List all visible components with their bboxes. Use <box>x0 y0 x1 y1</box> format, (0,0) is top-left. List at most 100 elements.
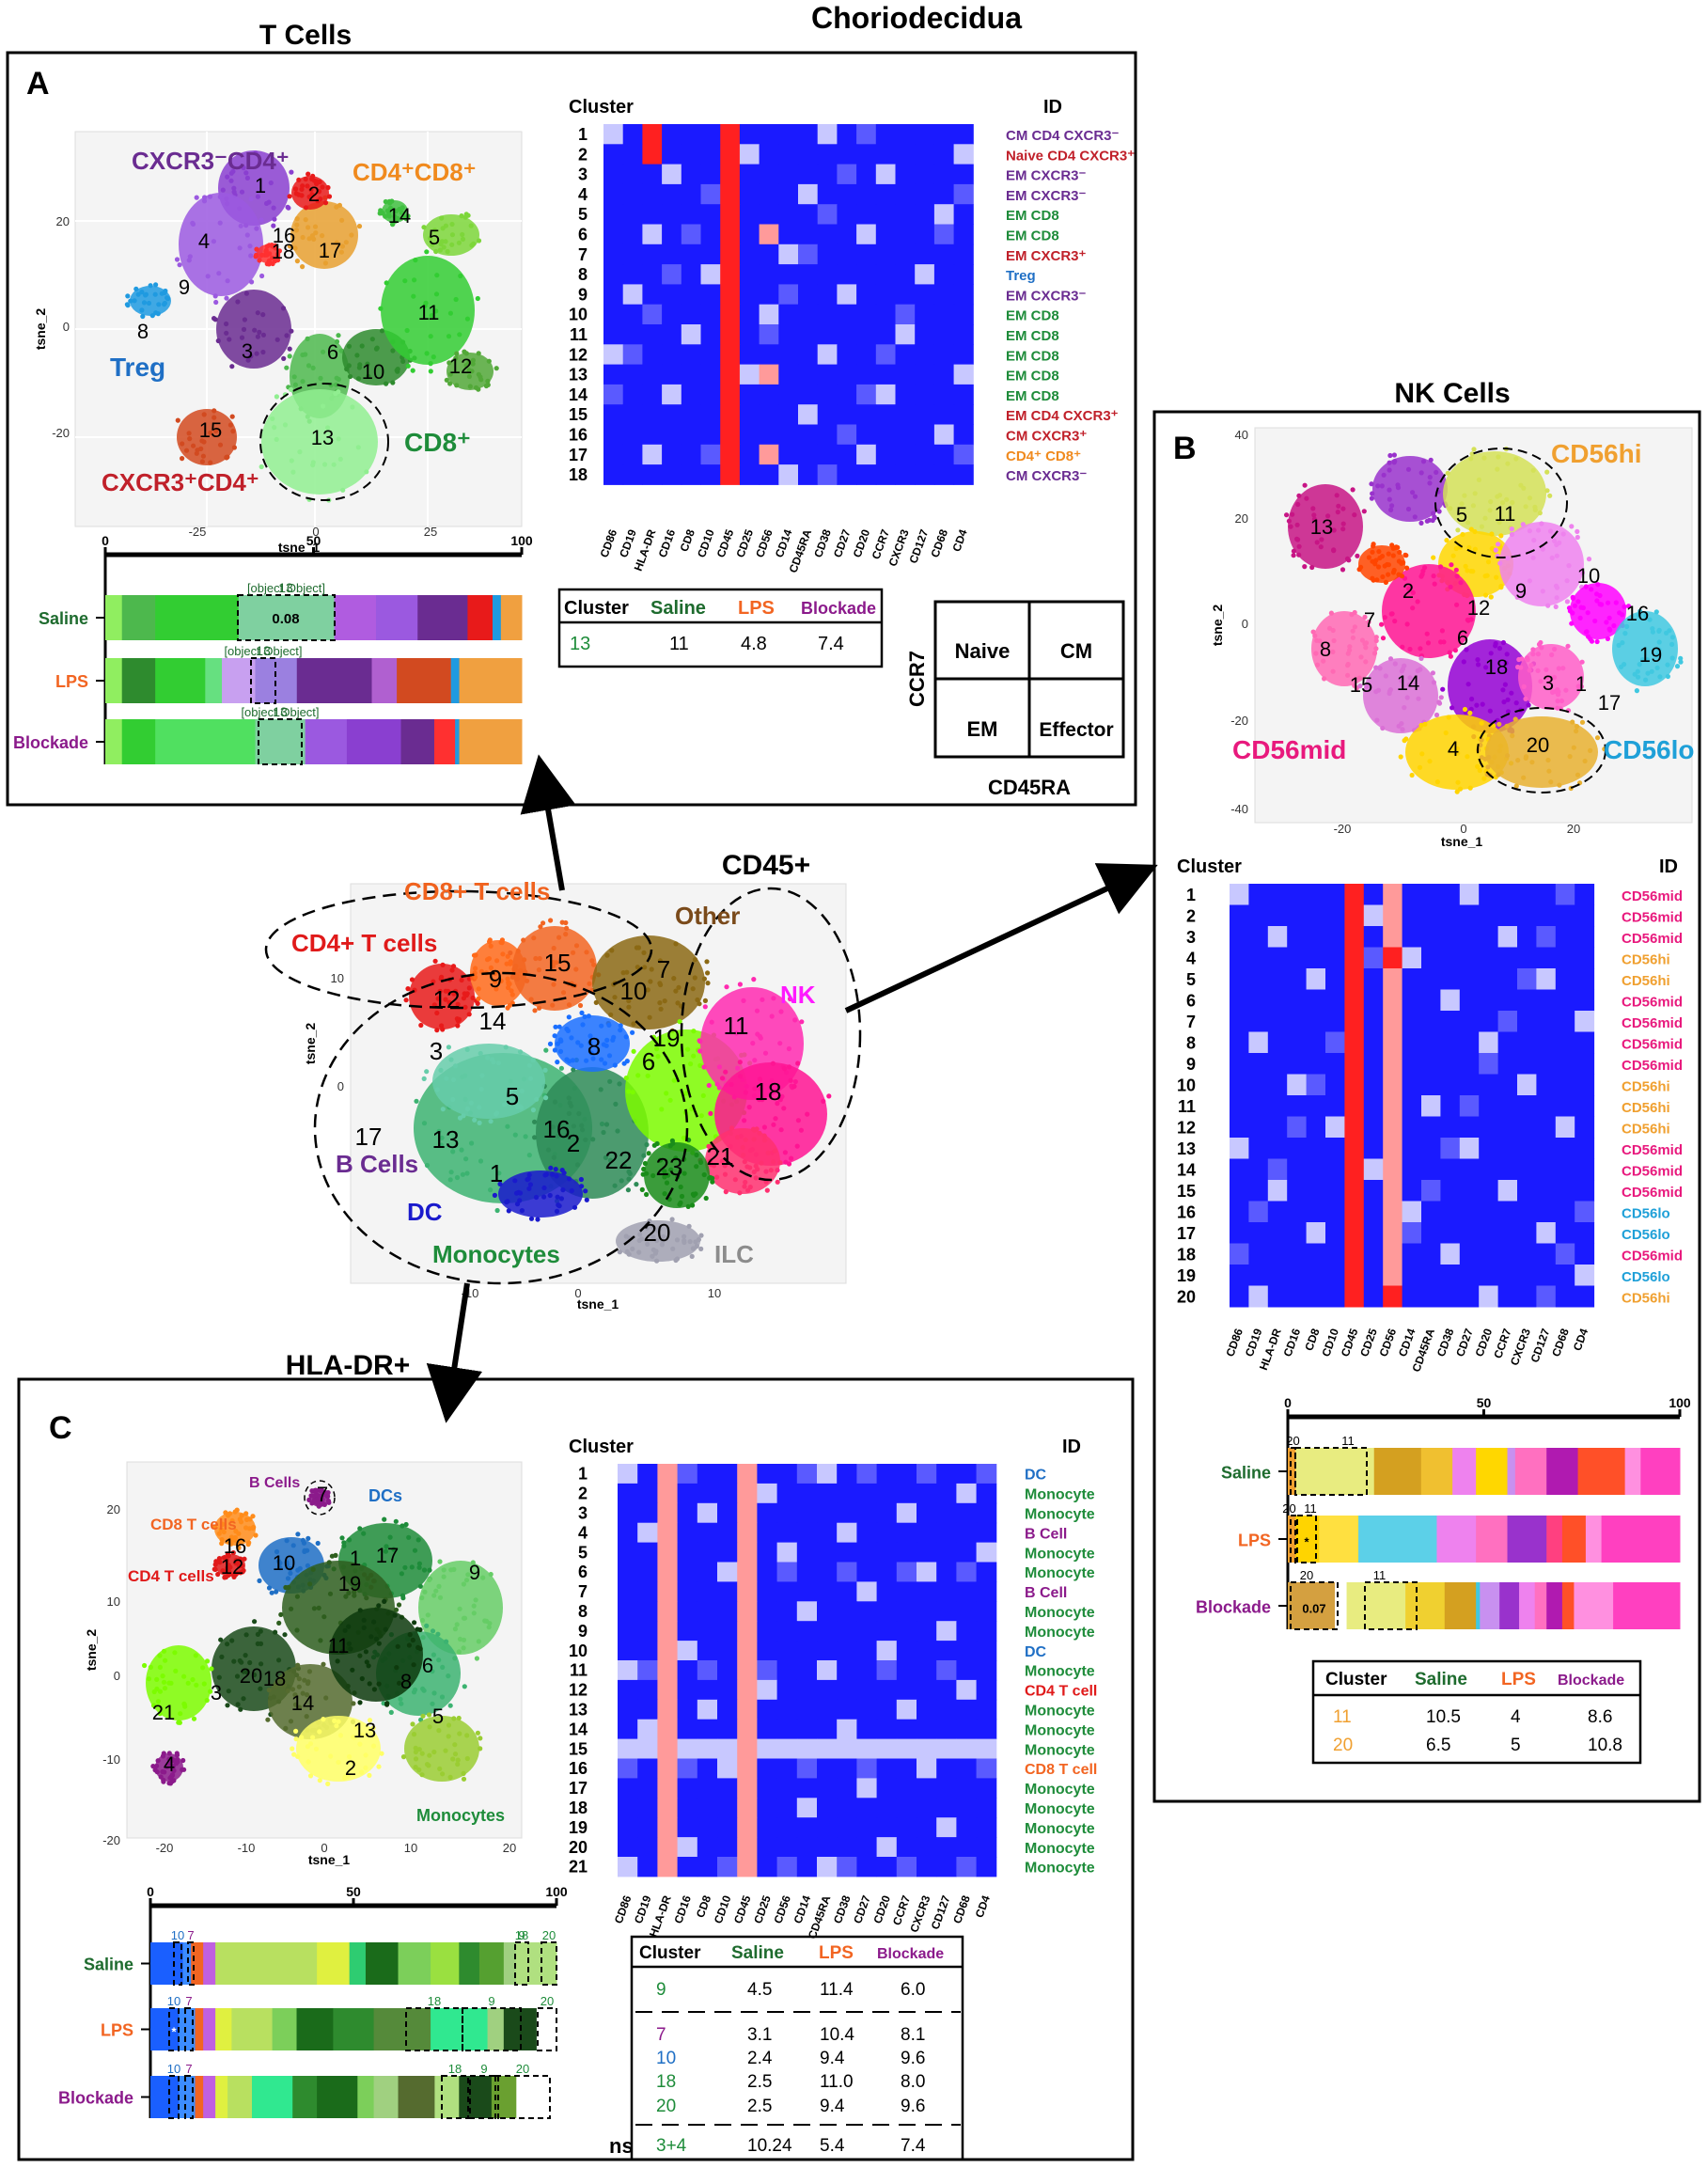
scatter-point <box>334 240 339 245</box>
scatter-point <box>385 208 391 213</box>
scatter-point <box>471 1603 477 1609</box>
heatmap-row-label: 12 <box>569 345 588 364</box>
heatmap-cell <box>757 1464 778 1485</box>
scatter-point <box>492 1192 498 1198</box>
heatmap-row-label: 2 <box>578 145 588 164</box>
heatmap-row-id: CM CXCR3⁺ <box>1006 429 1087 445</box>
heatmap-cell <box>759 164 779 185</box>
bar-segment <box>1507 1448 1516 1495</box>
scatter-point <box>217 220 223 226</box>
cluster-number: 4 <box>164 1752 175 1776</box>
cluster-number: 9 <box>489 965 502 993</box>
scatter-point <box>190 220 196 226</box>
x-tick-label: -10 <box>238 1841 256 1855</box>
scatter-point <box>1592 618 1598 624</box>
scatter-point <box>173 1668 179 1673</box>
bar-highlight-box <box>250 657 276 704</box>
heatmap-cell <box>915 364 935 385</box>
heatmap-row-label: 2 <box>1186 907 1196 926</box>
scatter-point <box>1446 715 1451 720</box>
heatmap-cell <box>1287 1180 1308 1202</box>
scatter-point <box>1559 698 1564 704</box>
cluster-number: 5 <box>432 1705 444 1728</box>
heatmap-cell <box>637 1679 658 1701</box>
scatter-point <box>1345 663 1351 668</box>
heatmap-cell <box>1230 904 1249 927</box>
scatter-point <box>1450 553 1456 558</box>
heatmap-cell <box>817 1601 838 1622</box>
scatter-point <box>1589 638 1595 644</box>
heatmap-cell <box>737 1601 758 1622</box>
bar-row-label: Blockade <box>58 2088 133 2107</box>
scatter-point <box>392 213 398 219</box>
heatmap-row-label: 7 <box>578 245 588 264</box>
scatter-point <box>257 1578 262 1583</box>
bar-segment <box>191 1942 204 1985</box>
heatmap-cell <box>759 304 779 325</box>
scatter-point <box>227 1511 233 1516</box>
heatmap-cell <box>603 424 624 446</box>
scatter-point <box>295 1662 301 1668</box>
scatter-point <box>322 260 328 266</box>
scatter-point <box>552 1047 558 1053</box>
scatter-point <box>1312 633 1318 638</box>
heatmap-cell <box>956 1542 978 1563</box>
heatmap-row-label: 9 <box>578 285 588 304</box>
scatter-point <box>384 1544 389 1549</box>
heatmap-cell <box>956 1719 978 1740</box>
heatmap-cell <box>1267 1285 1288 1308</box>
scatter-point <box>1454 573 1460 579</box>
heatmap-row-id: CD56mid <box>1622 1185 1683 1201</box>
cluster-number: 2 <box>345 1756 356 1780</box>
scatter-point <box>346 1641 352 1646</box>
scatter-point <box>537 1005 542 1011</box>
scatter-point <box>599 1057 604 1062</box>
scatter-point <box>1515 758 1521 763</box>
cluster-number: 5 <box>1456 503 1467 526</box>
bar-segment <box>373 2008 431 2050</box>
scatter-point <box>331 462 337 467</box>
heatmap-cell <box>657 1601 679 1622</box>
scatter-point <box>548 1165 554 1170</box>
panel-a-quadrant: Naive CM EM Effector CCR7 CD45RA <box>905 600 1125 799</box>
scatter-point <box>1540 546 1545 552</box>
heatmap-cell <box>796 1660 818 1681</box>
scatter-point <box>642 965 648 970</box>
scatter-point <box>723 1189 729 1195</box>
heatmap-cell <box>737 1542 758 1563</box>
scatter-point <box>456 240 462 245</box>
heatmap-cell <box>917 1778 937 1799</box>
scatter-point <box>208 460 213 465</box>
heatmap-cell <box>1267 926 1288 948</box>
scatter-point <box>1521 775 1527 780</box>
scatter-point <box>1588 747 1593 754</box>
scatter-point <box>604 1037 610 1043</box>
scatter-point <box>692 975 697 981</box>
scatter-point <box>509 988 514 994</box>
heatmap-cell <box>720 284 741 306</box>
scatter-point <box>1363 659 1369 665</box>
heatmap-column-label: CD68 <box>950 1893 973 1925</box>
scatter-point <box>125 293 131 299</box>
scatter-point <box>471 241 477 246</box>
heatmap-row-label: 16 <box>1177 1203 1196 1222</box>
scatter-point <box>733 1030 740 1036</box>
heatmap-cell <box>1325 947 1345 969</box>
scatter-point <box>1465 754 1470 760</box>
heatmap-cell <box>876 1581 898 1602</box>
heatmap-row-label: 5 <box>578 1543 588 1562</box>
scatter-cluster <box>1443 447 1553 536</box>
scatter-point <box>439 1694 446 1700</box>
scatter-point <box>432 228 438 233</box>
scatter-point <box>590 1056 596 1061</box>
heatmap-cell <box>936 1778 957 1799</box>
heatmap-cell <box>976 1464 997 1485</box>
scatter-point <box>440 1664 446 1670</box>
scatter-point <box>297 449 303 455</box>
scatter-point <box>650 1234 656 1240</box>
heatmap-cell <box>896 1581 917 1602</box>
heatmap-cell <box>1402 926 1422 948</box>
scatter-point <box>588 1040 593 1045</box>
scatter-point <box>226 1553 231 1559</box>
